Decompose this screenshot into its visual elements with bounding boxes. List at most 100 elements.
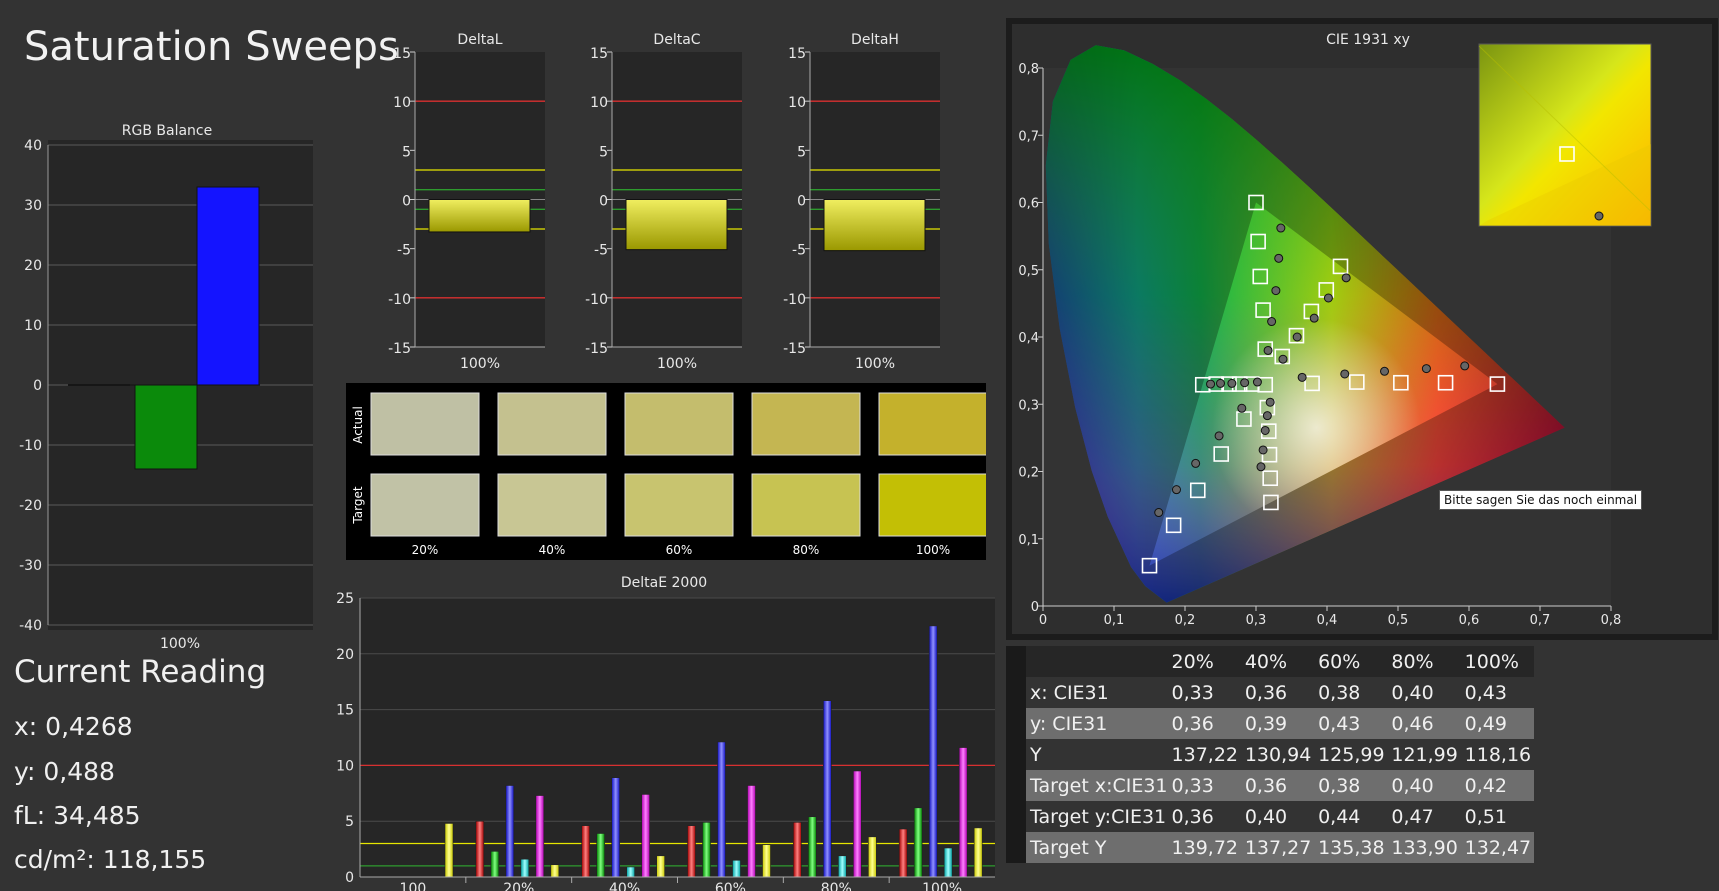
deltae-bar-cyan — [520, 858, 530, 878]
table-cell: 137,22 — [1167, 739, 1241, 770]
rgb-y-tick: -40 — [19, 618, 42, 634]
deltae-x-tick: 80% — [821, 881, 852, 891]
table-cell: 133,90 — [1387, 832, 1461, 863]
deltae-bar-red — [793, 822, 802, 878]
cie-target-marker — [1489, 376, 1506, 392]
table-cell: 0,43 — [1460, 677, 1534, 708]
cie-zoom-measured-marker — [1594, 211, 1604, 221]
delta-y-tick: 5 — [402, 144, 411, 160]
cie-measured-marker — [1171, 485, 1181, 495]
table-header-row: 20% 40% 60% 80% 100% — [1006, 646, 1534, 677]
cie-measured-marker — [1265, 397, 1275, 407]
reading-fl: fL: 34,485 — [14, 801, 141, 830]
table-cell: 0,33 — [1167, 770, 1241, 801]
table-row: y: CIE31 0,36 0,39 0,43 0,46 0,49 — [1006, 708, 1534, 739]
rgb-y-tick: 10 — [24, 318, 42, 334]
cie-target-marker — [1262, 470, 1279, 487]
cie-target-marker — [1189, 482, 1206, 499]
cie-zoom-edge — [1478, 45, 1652, 212]
table-cell: 0,43 — [1314, 708, 1388, 739]
deltae-bar-red — [475, 820, 485, 878]
swatch-actual — [497, 392, 607, 456]
table-cell: 135,38 — [1314, 832, 1388, 863]
deltae-bar-blue — [717, 741, 726, 878]
cie-measured-marker — [1271, 286, 1281, 296]
delta-y-tick: -10 — [783, 292, 806, 308]
rgb-y-tick: 30 — [24, 198, 42, 214]
delta-y-tick: 15 — [393, 46, 411, 62]
tooltip: Bitte sagen Sie das noch einmal — [1439, 490, 1643, 510]
cie-target-marker — [1349, 374, 1365, 390]
table-cell: 0,38 — [1314, 677, 1388, 708]
table-cell: 0,36 — [1167, 801, 1241, 832]
rgb-balance-chart: RGB Balance 40 30 20 10 0 -10 -20 -30 -40 100% — [19, 123, 313, 652]
deltae-bar-magenta — [747, 785, 756, 878]
table-row: Target x:CIE31 0,33 0,36 0,38 0,40 0,42 — [1006, 770, 1534, 801]
delta-chart-title: DeltaL — [457, 32, 502, 48]
table-cell: 0,40 — [1240, 801, 1315, 832]
table-cell: 0,49 — [1460, 708, 1534, 739]
cie-y-tick: 0,4 — [1018, 331, 1039, 346]
rgb-y-tick: 0 — [33, 378, 42, 394]
table-header-cell: 100% — [1460, 646, 1534, 677]
cie-y-tick: 0,8 — [1018, 62, 1039, 77]
cie-measured-marker — [1267, 317, 1277, 327]
cie-y-tick: 0 — [1031, 600, 1039, 615]
rgb-chart-title: RGB Balance — [122, 123, 212, 139]
delta-y-tick: -5 — [594, 243, 608, 259]
table-cell: 0,40 — [1387, 677, 1461, 708]
swatch-label: 80% — [793, 543, 820, 557]
delta-y-tick: -15 — [388, 341, 411, 357]
swatch-row-label: Actual — [351, 406, 365, 444]
delta-chart-deltac: DeltaC 15 10 5 0 -5 -10 -15 100% — [585, 32, 742, 372]
cie-y-tick: 0,1 — [1018, 533, 1039, 548]
swatch-target — [624, 473, 734, 537]
rgb-y-tick: 40 — [24, 138, 42, 154]
cie-measured-marker — [1240, 378, 1250, 388]
delta-y-tick: -10 — [388, 292, 411, 308]
page-title: Saturation Sweeps — [24, 24, 399, 70]
deltae-x-tick: 100 — [400, 881, 427, 891]
deltae-x-tick: 60% — [715, 881, 746, 891]
rgb-y-tick: -10 — [19, 438, 42, 454]
cie-1931-chart: CIE 1931 xy 0 0,1 0,2 0,3 0,4 0,5 0,6 0,7 0,8 0 0,… — [1006, 18, 1718, 640]
cie-measured-marker — [1191, 458, 1201, 468]
deltae-bar-yellow — [973, 827, 983, 878]
cie-measured-marker — [1227, 378, 1237, 388]
cie-title: CIE 1931 xy — [1326, 32, 1410, 48]
table-header-cell: 20% — [1167, 646, 1241, 677]
deltae-bar-blue — [505, 785, 515, 878]
table-row: Y 137,22 130,94 125,99 121,99 118,16 — [1006, 739, 1534, 770]
swatch-label: 100% — [916, 543, 950, 557]
rgb-x-label: 100% — [160, 636, 200, 652]
reading-x: x: 0,4268 — [14, 712, 133, 741]
rgb-y-tick: -30 — [19, 558, 42, 574]
deltae-x-tick: 100% — [922, 881, 962, 891]
table-row-label: x: CIE31 — [1026, 677, 1168, 708]
table-row-label: y: CIE31 — [1026, 708, 1168, 739]
cie-measured-marker — [1263, 345, 1273, 355]
cie-measured-marker — [1206, 379, 1216, 389]
swatch-row-label: Target — [351, 486, 365, 524]
cie-measured-marker — [1278, 354, 1288, 364]
delta-lch-charts: DeltaL 15 10 5 0 -5 -10 -15 100% DeltaC 15 10 5 0 -5 -1… — [388, 32, 940, 372]
cie-target-marker — [1263, 494, 1279, 511]
table-cell: 0,40 — [1387, 770, 1461, 801]
deltae-bar-green — [490, 851, 500, 878]
cie-measured-marker — [1260, 425, 1270, 435]
table-cell: 125,99 — [1314, 739, 1388, 770]
deltae-bar-green — [702, 822, 711, 878]
cie-target-marker — [1393, 374, 1409, 391]
swatch-actual — [751, 392, 861, 456]
deltae-title: DeltaE 2000 — [621, 575, 707, 591]
rgb-y-tick: 20 — [24, 258, 42, 274]
deltae-bar-magenta — [958, 747, 968, 878]
swatch-target — [751, 473, 861, 537]
cie-target-marker — [1288, 327, 1305, 344]
cie-measured-marker — [1258, 445, 1268, 455]
cie-y-tick: 0,5 — [1018, 264, 1039, 279]
deltae-bar-cyan — [732, 859, 741, 878]
cie-x-tick: 0,3 — [1246, 613, 1267, 628]
table-cell: 137,27 — [1240, 832, 1315, 863]
cie-y-tick: 0,2 — [1018, 466, 1039, 481]
